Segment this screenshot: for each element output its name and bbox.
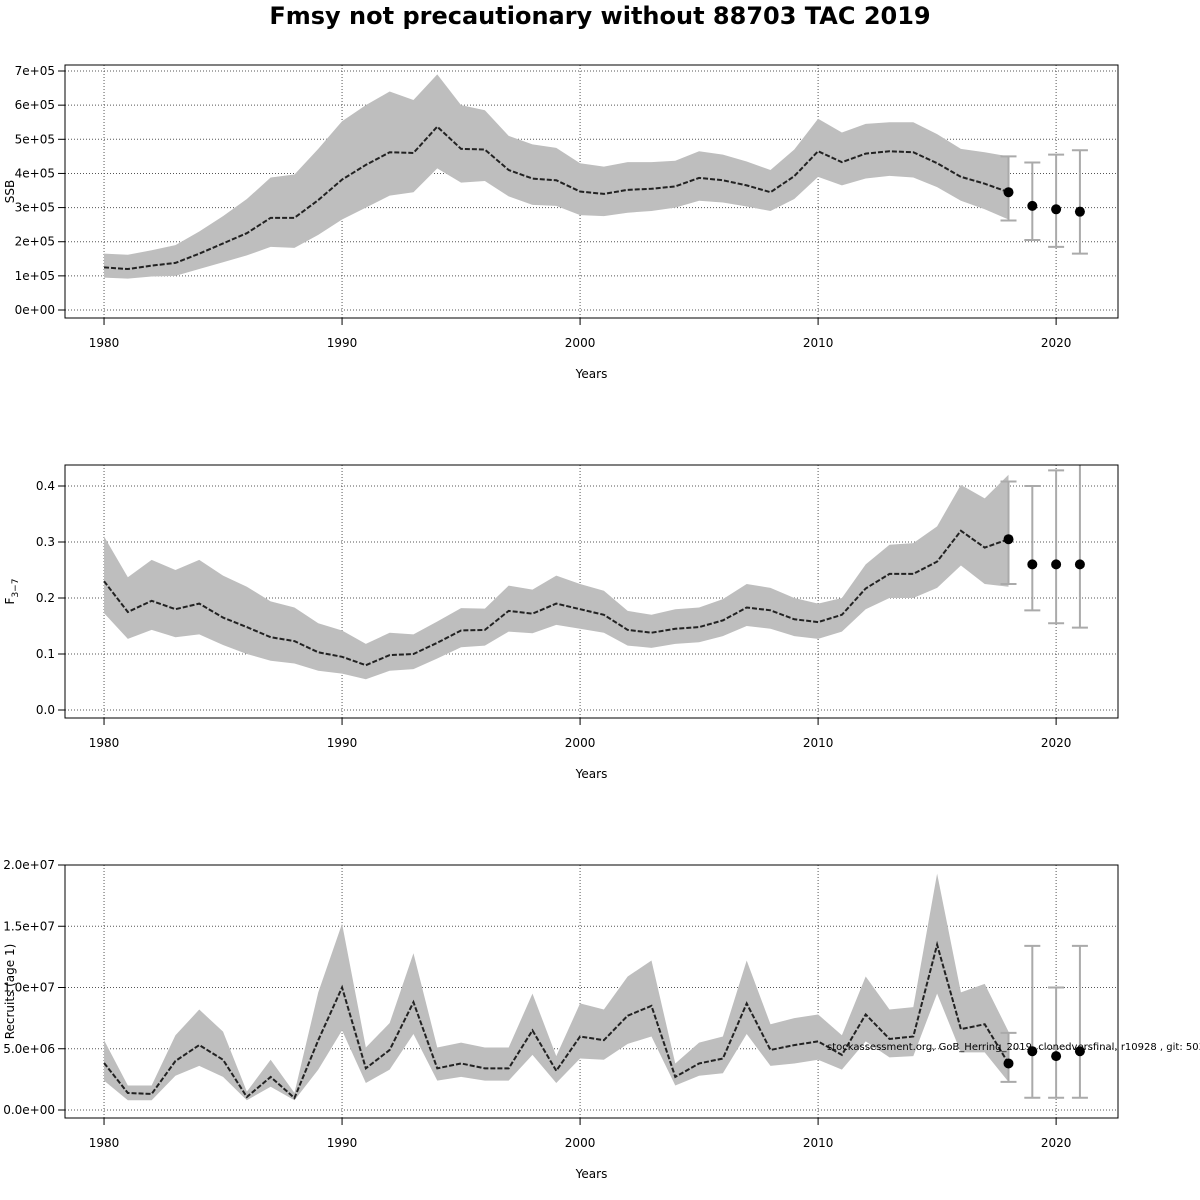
error-bar	[1048, 986, 1065, 1099]
error-bar	[1024, 944, 1041, 1099]
y-tick-label: 0e+00	[15, 303, 55, 317]
confidence-band	[104, 474, 1009, 680]
x-tick-label: 1990	[327, 1136, 358, 1150]
error-bar	[1000, 480, 1017, 585]
error-bar	[1000, 1031, 1017, 1083]
y-tick-label: 0.0e+00	[3, 1103, 55, 1117]
forecast-point	[1074, 559, 1085, 570]
error-bar	[1048, 469, 1065, 625]
x-tick-label: 2020	[1041, 736, 1072, 750]
error-bar	[1071, 944, 1088, 1099]
x-tick-label: 2000	[565, 336, 596, 350]
estimate-line	[103, 125, 1009, 271]
x-tick-label: 1990	[327, 336, 358, 350]
estimate-line	[103, 940, 1010, 1100]
error-bar	[1048, 153, 1065, 248]
y-tick-label: 1.0e+07	[3, 981, 55, 995]
forecast-point	[1027, 559, 1038, 570]
y-tick-label: 6e+05	[15, 98, 55, 112]
error-bar	[1071, 149, 1088, 255]
forecast-point	[1051, 1051, 1062, 1062]
y-tick-label: 4e+05	[15, 166, 55, 180]
y-tick-label: 5e+05	[15, 132, 55, 146]
estimate-line	[103, 529, 1009, 667]
forecast-point	[1003, 534, 1014, 545]
y-tick-label: 2e+05	[15, 235, 55, 249]
chart-title: Fmsy not precautionary without 88703 TAC…	[269, 2, 930, 30]
y-tick-label: 0.0	[36, 703, 55, 717]
x-tick-label: 2010	[803, 336, 834, 350]
forecast-point	[1051, 204, 1062, 215]
plot-frame	[64, 864, 1119, 1119]
y-axis-label: F3−7	[3, 579, 21, 605]
x-tick-label: 1980	[89, 1136, 120, 1150]
x-tick-label: 1980	[89, 736, 120, 750]
panel: 1980 1990 2000 2010 2020 0.0 0.1 0.2 0.3 0.4 Years…	[3, 464, 1119, 781]
x-axis-label: Years	[575, 1167, 608, 1181]
x-tick-label: 2020	[1041, 336, 1072, 350]
plot-frame	[64, 464, 1119, 719]
y-tick-label: 1e+05	[15, 269, 55, 283]
x-tick-label: 2010	[803, 1136, 834, 1150]
y-tick-label: 7e+05	[15, 64, 55, 78]
panel: 1980 1990 2000 2010 2020 0.0e+00 5.0e+06 1.0e+0…	[3, 858, 1119, 1181]
y-axis-label-main: F	[3, 597, 17, 604]
error-bar	[1024, 484, 1041, 612]
x-tick-label: 2000	[565, 1136, 596, 1150]
y-tick-label: 0.2	[36, 591, 55, 605]
forecast-point	[1027, 1046, 1038, 1057]
forecast-point	[1003, 1058, 1014, 1069]
plot-area	[65, 865, 1118, 1118]
forecast-point	[1074, 206, 1085, 217]
panel: 1980 1990 2000 2010 2020 0e+00 1e+05 2e+05 3e+05…	[3, 64, 1119, 381]
y-axis-label-main: Recruits (age 1)	[3, 944, 17, 1040]
x-tick-label: 2020	[1041, 1136, 1072, 1150]
y-tick-label: 3e+05	[15, 201, 55, 215]
y-axis-label-main: SSB	[3, 180, 17, 203]
forecast-point	[1003, 187, 1014, 198]
y-tick-label: 0.3	[36, 535, 55, 549]
y-tick-label: 0.1	[36, 647, 55, 661]
x-tick-label: 1980	[89, 336, 120, 350]
x-axis-label: Years	[575, 367, 608, 381]
y-axis-label-subscript: 3−7	[11, 579, 21, 598]
y-tick-label: 1.5e+07	[3, 919, 55, 933]
y-axis-label: Recruits (age 1)	[3, 944, 17, 1040]
plot-area	[65, 465, 1118, 718]
y-tick-label: 2.0e+07	[3, 858, 55, 872]
plot-area	[65, 65, 1118, 318]
plot-frame	[64, 64, 1119, 319]
x-tick-label: 2000	[565, 736, 596, 750]
x-tick-label: 1990	[327, 736, 358, 750]
forecast-point	[1074, 1046, 1085, 1057]
confidence-band	[104, 873, 1009, 1101]
y-tick-label: 0.4	[36, 479, 55, 493]
forecast-point	[1027, 200, 1038, 211]
y-axis-label: SSB	[3, 180, 17, 203]
y-tick-label: 5.0e+06	[3, 1042, 55, 1056]
x-axis-label: Years	[575, 767, 608, 781]
error-bar	[1071, 465, 1088, 629]
x-tick-label: 2010	[803, 736, 834, 750]
confidence-band	[104, 74, 1009, 279]
forecast-point	[1051, 559, 1062, 570]
footer-note: stockassessment.org, GoB_Herring_2019, c…	[827, 1042, 1200, 1053]
